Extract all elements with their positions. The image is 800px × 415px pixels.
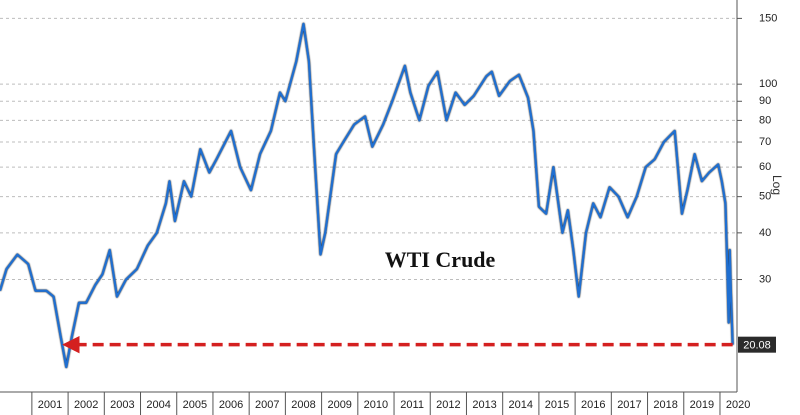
y-tick-label: 80 <box>759 114 771 126</box>
x-tick-label: 2018 <box>653 399 677 411</box>
x-tick-label: 2006 <box>219 399 243 411</box>
y-tick-label: 100 <box>759 78 777 90</box>
x-tick-label: 2016 <box>581 399 605 411</box>
x-tick-label: 2011 <box>400 399 424 411</box>
current-value-box <box>738 336 776 353</box>
x-tick-label: 2014 <box>509 399 533 411</box>
x-tick-label: 2013 <box>472 399 496 411</box>
y-tick-label: 40 <box>759 227 771 239</box>
y-tick-label: 150 <box>759 12 777 24</box>
x-tick-label: 2003 <box>110 399 134 411</box>
y-tick-label: 60 <box>759 161 771 173</box>
price-line <box>0 22 734 369</box>
x-tick-label: 2017 <box>617 399 641 411</box>
x-tick-label: 2015 <box>545 399 569 411</box>
current-value-label: 20.08 <box>743 340 771 352</box>
x-tick-label: 2001 <box>38 399 62 411</box>
x-tick-label: 2004 <box>146 399 170 411</box>
annotation: WTI Crude <box>385 247 496 272</box>
y-tick-label: 50 <box>759 191 771 203</box>
x-tick-label: 2019 <box>690 399 714 411</box>
x-tick-label: 2012 <box>436 399 460 411</box>
x-tick-label: 2005 <box>183 399 207 411</box>
x-tick-label: 2010 <box>364 399 388 411</box>
x-tick-label: 2020 <box>726 399 750 411</box>
x-tick-label: 2007 <box>255 399 279 411</box>
y-tick-label: 70 <box>759 136 771 148</box>
x-tick-label: 2002 <box>74 399 98 411</box>
y-tick-label: 90 <box>759 95 771 107</box>
x-tick-label: 2009 <box>327 399 351 411</box>
y-tick-label: 30 <box>759 273 771 285</box>
scale-label: Log <box>770 175 784 195</box>
x-tick-label: 2008 <box>291 399 315 411</box>
